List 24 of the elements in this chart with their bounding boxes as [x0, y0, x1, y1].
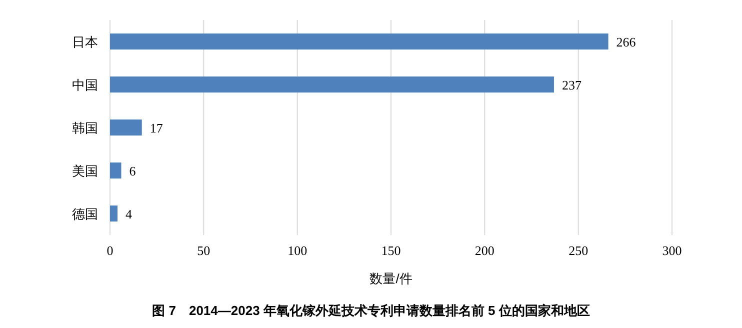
bar: [110, 206, 118, 222]
y-tick-label: 日本: [72, 34, 98, 50]
x-tick-label: 150: [381, 243, 401, 258]
y-tick-label: 美国: [72, 164, 98, 178]
bar: [110, 34, 608, 50]
bar: [110, 162, 122, 178]
data-label: 6: [129, 164, 136, 178]
x-tick-label: 50: [197, 243, 210, 258]
bar: [110, 120, 142, 136]
y-tick-label: 中国: [72, 78, 98, 92]
data-label: 17: [150, 120, 164, 136]
y-tick-label: 德国: [72, 206, 98, 222]
x-tick-label: 300: [662, 243, 682, 258]
data-label: 4: [125, 206, 132, 222]
data-label: 266: [616, 34, 636, 50]
x-tick-label: 200: [474, 243, 494, 258]
text: 图 7 2014—2023 年氧化镓外延技术专利申请数量排名前 5 位的国家和地区: [152, 303, 590, 318]
x-axis-title: 数量/件: [370, 271, 412, 286]
data-label: 237: [562, 78, 582, 92]
bar: [110, 76, 554, 92]
x-tick-label: 0: [106, 243, 114, 258]
x-tick-label: 250: [568, 243, 588, 258]
x-tick-label: 100: [288, 243, 308, 258]
y-tick-label: 韩国: [72, 120, 98, 136]
